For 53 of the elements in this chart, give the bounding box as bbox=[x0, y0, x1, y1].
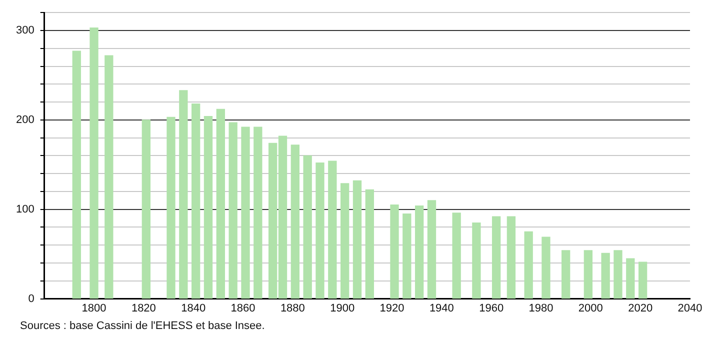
bar bbox=[340, 183, 350, 299]
x-tick-label: 1880 bbox=[280, 302, 305, 314]
bar bbox=[472, 222, 481, 299]
bar bbox=[142, 120, 150, 299]
x-tick-label: 2020 bbox=[628, 302, 653, 314]
x-tick-label: 1940 bbox=[429, 302, 454, 314]
bar bbox=[104, 55, 114, 299]
bar bbox=[72, 50, 81, 299]
bar bbox=[402, 214, 412, 299]
y-tick-label: 100 bbox=[16, 203, 34, 216]
x-tick-label: 1860 bbox=[230, 302, 256, 314]
x-tick-label: 1840 bbox=[181, 302, 206, 314]
x-tick-label: 2000 bbox=[578, 302, 603, 314]
bar bbox=[524, 231, 533, 299]
y-tick-label: 0 bbox=[28, 292, 34, 305]
x-tick-label: 2040 bbox=[678, 302, 702, 314]
y-tick-label: 200 bbox=[16, 114, 34, 126]
bar bbox=[390, 204, 399, 299]
bar bbox=[228, 122, 238, 299]
bar bbox=[626, 258, 635, 299]
bar bbox=[414, 205, 424, 299]
bar bbox=[452, 212, 461, 299]
bar bbox=[562, 250, 570, 299]
x-tick-label: 1900 bbox=[330, 302, 355, 314]
bar bbox=[492, 216, 501, 299]
bar bbox=[166, 116, 176, 299]
bar bbox=[241, 126, 250, 299]
y-tick-label: 300 bbox=[16, 24, 34, 37]
bar bbox=[204, 116, 213, 299]
bar bbox=[584, 250, 593, 299]
x-tick-label: 1920 bbox=[380, 302, 404, 314]
bar bbox=[352, 180, 362, 299]
bar bbox=[254, 126, 262, 299]
bar bbox=[506, 216, 516, 299]
bar bbox=[328, 160, 337, 299]
bar bbox=[365, 189, 374, 299]
bar bbox=[192, 103, 200, 299]
bar bbox=[303, 155, 312, 299]
bar bbox=[216, 108, 225, 299]
x-tick-label: 1960 bbox=[479, 302, 504, 314]
source-note: Sources : base Cassini de l'EHESS et base Insee. bbox=[20, 320, 265, 332]
bar bbox=[427, 200, 436, 299]
bar bbox=[601, 252, 610, 299]
bar bbox=[90, 27, 98, 299]
bar bbox=[179, 90, 188, 299]
bar bbox=[638, 262, 648, 299]
x-tick-label: 1820 bbox=[131, 302, 156, 314]
bar bbox=[316, 162, 324, 299]
bar bbox=[614, 250, 622, 299]
bar bbox=[290, 144, 300, 299]
bar bbox=[542, 236, 550, 299]
x-tick-label: 1800 bbox=[82, 302, 106, 314]
x-tick-label: 1980 bbox=[528, 302, 554, 314]
